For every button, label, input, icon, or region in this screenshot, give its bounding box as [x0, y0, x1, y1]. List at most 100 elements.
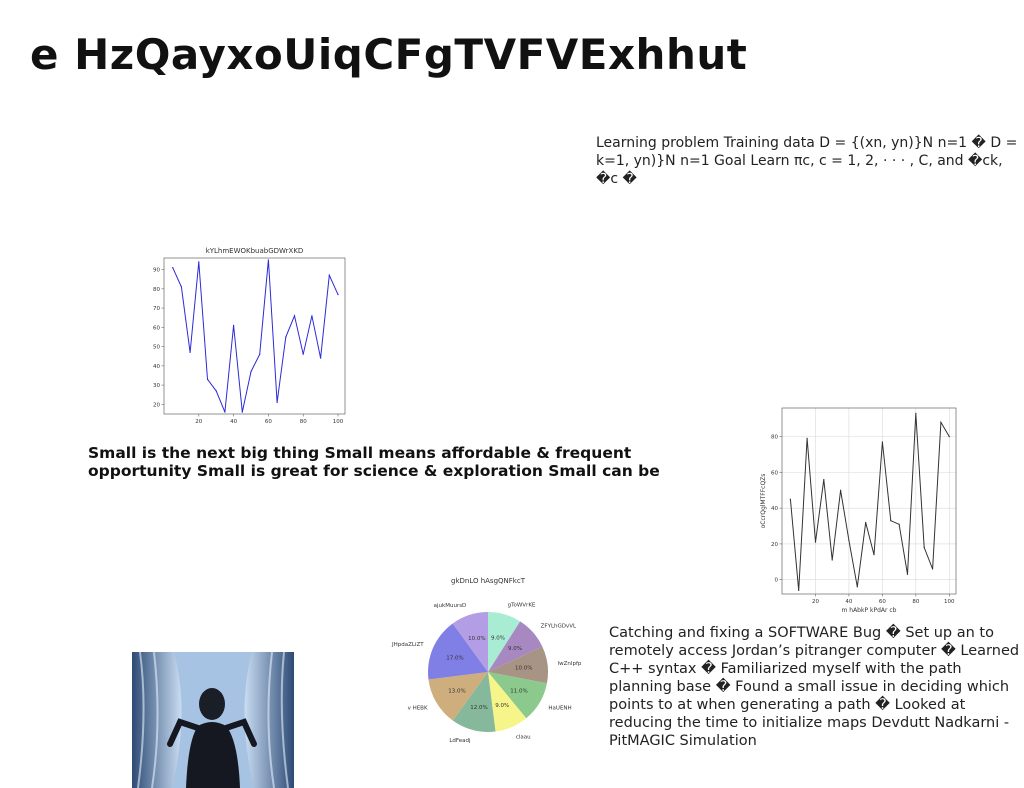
y-tick-label: 40	[771, 506, 778, 512]
x-tick-label: 40	[845, 599, 852, 605]
chart-2-ylabel: oCcrQglMTFFcQZs	[760, 474, 767, 529]
x-tick-label: 80	[912, 599, 919, 605]
chart-2-frame	[781, 407, 957, 595]
y-tick-label: 50	[153, 345, 160, 351]
pie-percent-label: 9.0%	[508, 646, 522, 652]
data-point	[898, 523, 900, 525]
x-tick-label: 80	[300, 419, 307, 425]
pie-slice	[488, 621, 543, 672]
data-point	[215, 390, 217, 392]
data-point	[931, 568, 934, 570]
y-tick-label: 20	[771, 542, 778, 548]
learning-problem-text: Learning problem Training data D = {(xn,…	[596, 135, 1018, 187]
pie-slice	[488, 672, 527, 732]
data-point	[948, 436, 950, 438]
data-point	[865, 521, 867, 524]
pie-category-label: HaUENH	[548, 706, 571, 712]
data-point	[814, 541, 817, 543]
pie-percent-label: 13.0%	[448, 688, 465, 694]
data-point	[311, 315, 313, 317]
x-tick-label: 60	[265, 419, 272, 425]
pie-category-label: JHpdaZLiZT	[391, 642, 424, 648]
pie-percent-label: 12.0%	[470, 705, 487, 711]
y-tick-label: 70	[153, 306, 160, 312]
pie-percent-label: 17.0%	[446, 656, 463, 662]
data-point	[856, 586, 858, 588]
data-point	[798, 589, 800, 592]
data-point	[915, 412, 917, 414]
data-point	[328, 274, 330, 276]
data-point	[848, 539, 850, 541]
small-is-big-text: Small is the next big thing Small means …	[88, 444, 660, 480]
software-bug-text: Catching and fixing a SOFTWARE Bug � Set…	[609, 625, 1020, 749]
data-point	[172, 267, 174, 269]
y-tick-label: 80	[771, 435, 778, 441]
y-tick-label: 90	[153, 268, 160, 274]
data-point	[940, 421, 942, 423]
data-point	[320, 357, 322, 359]
pie-category-label: ZFYLhGDvVL	[541, 624, 577, 630]
chart-2-series-line	[789, 413, 950, 591]
data-point	[189, 351, 191, 353]
y-tick-label: 60	[771, 470, 778, 476]
pie-chart: gkDnLO hAsgQNFkcT 9.0% gToWVrKE 9.0% ZFYLhGD…	[391, 577, 582, 744]
data-point	[890, 520, 892, 522]
slide-title: e HzQayxoUiqCFgTVFVExhhut	[30, 30, 748, 79]
y-tick-label: 80	[153, 287, 160, 293]
pie-slice	[488, 612, 521, 672]
pie-percent-label: 10.0%	[468, 636, 485, 642]
data-point	[823, 478, 825, 481]
y-tick-label: 60	[153, 325, 160, 331]
data-point	[881, 441, 883, 443]
data-point	[224, 411, 226, 413]
y-tick-label: 40	[153, 364, 160, 370]
pie-category-label: lwZnlpfp	[558, 661, 582, 667]
pie-category-label: v HEBK	[408, 706, 428, 712]
chart-1-series-line	[172, 259, 339, 413]
data-point	[233, 324, 235, 327]
x-tick-label: 20	[195, 419, 202, 425]
data-point	[198, 261, 200, 263]
data-point	[276, 401, 278, 404]
pie-slice	[488, 672, 547, 719]
pie-slice	[452, 672, 496, 732]
pie-category-label: ajukMuursD	[434, 603, 467, 609]
data-point	[302, 353, 304, 355]
data-point	[831, 559, 833, 561]
data-point	[259, 353, 261, 355]
y-tick-label: 0	[775, 578, 779, 584]
data-point	[285, 336, 287, 338]
data-point	[789, 498, 791, 500]
pie-slice	[488, 646, 548, 684]
chart-1-title: kYLhmEWOKbuabGDWrXKD	[206, 247, 304, 255]
data-point	[906, 573, 909, 575]
data-point	[337, 293, 339, 296]
pie-slice	[428, 672, 488, 721]
data-point	[806, 437, 808, 440]
data-point	[180, 286, 183, 288]
window-photo	[132, 651, 294, 788]
line-chart-2: 20 40 60 80 100 0 20 40 60 80 m hAbkP kPdAr cb oCcr…	[760, 407, 957, 614]
data-point	[923, 546, 925, 549]
x-tick-label: 100	[333, 419, 344, 425]
chart-2-xlabel: m hAbkP kPdAr cb	[842, 607, 897, 614]
x-tick-label: 40	[230, 419, 237, 425]
data-point	[241, 411, 243, 413]
pie-slice	[428, 623, 488, 680]
x-tick-label: 100	[944, 599, 955, 605]
pie-title: gkDnLO hAsgQNFkcT	[451, 577, 526, 585]
chart-1-frame	[163, 257, 346, 415]
data-point	[873, 554, 875, 556]
x-tick-label: 60	[879, 599, 886, 605]
line-chart-1: kYLhmEWOKbuabGDWrXKD 20 40 60 80 100 20 30 40 50 6…	[153, 247, 346, 425]
data-point	[293, 315, 296, 317]
y-tick-label: 20	[153, 402, 160, 408]
pie-percent-label: 10.0%	[515, 665, 532, 671]
y-tick-label: 30	[153, 383, 160, 389]
x-tick-label: 20	[812, 599, 819, 605]
data-point	[839, 489, 842, 491]
pie-category-label: gToWVrKE	[508, 603, 536, 609]
pie-slice	[452, 612, 488, 672]
pie-percent-label: 9.0%	[491, 635, 505, 641]
data-point	[250, 371, 252, 373]
